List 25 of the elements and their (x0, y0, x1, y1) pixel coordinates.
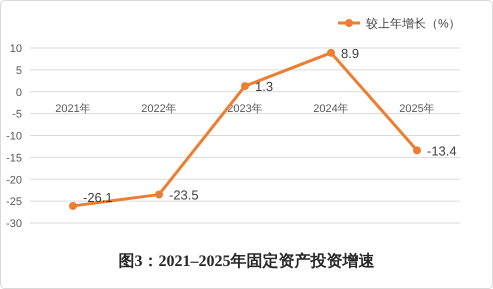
y-tick-label: 5 (16, 64, 22, 77)
point (241, 82, 249, 90)
y-tick-label: 0 (16, 86, 22, 99)
y-tick-label: 10 (10, 43, 22, 55)
text: 图3：2021–2025年固定资产投资增速 (118, 252, 376, 270)
y-tick-label: -30 (6, 218, 22, 230)
y-tick-label: -10 (6, 130, 22, 142)
point (327, 48, 335, 57)
x-tick-label: 2022年 (141, 102, 177, 115)
x-tick-label: 2025年 (399, 102, 435, 115)
x-tick-label: 2021年 (55, 102, 91, 115)
point (413, 146, 421, 154)
data-label: -13.4 (427, 143, 457, 158)
y-tick-label: -5 (12, 108, 22, 121)
data-label: -23.5 (169, 188, 199, 203)
point (69, 202, 77, 210)
legend-label: 较上年增长（%） (366, 16, 461, 30)
y-tick-label: -20 (6, 174, 22, 186)
data-label: 1.3 (255, 79, 274, 94)
data-label: -26.1 (83, 190, 113, 205)
y-tick-label: -25 (6, 196, 22, 208)
data-label: 8.9 (341, 46, 360, 61)
x-tick-label: 2024年 (313, 102, 349, 115)
point (155, 190, 163, 199)
y-tick-label: -15 (6, 152, 22, 164)
